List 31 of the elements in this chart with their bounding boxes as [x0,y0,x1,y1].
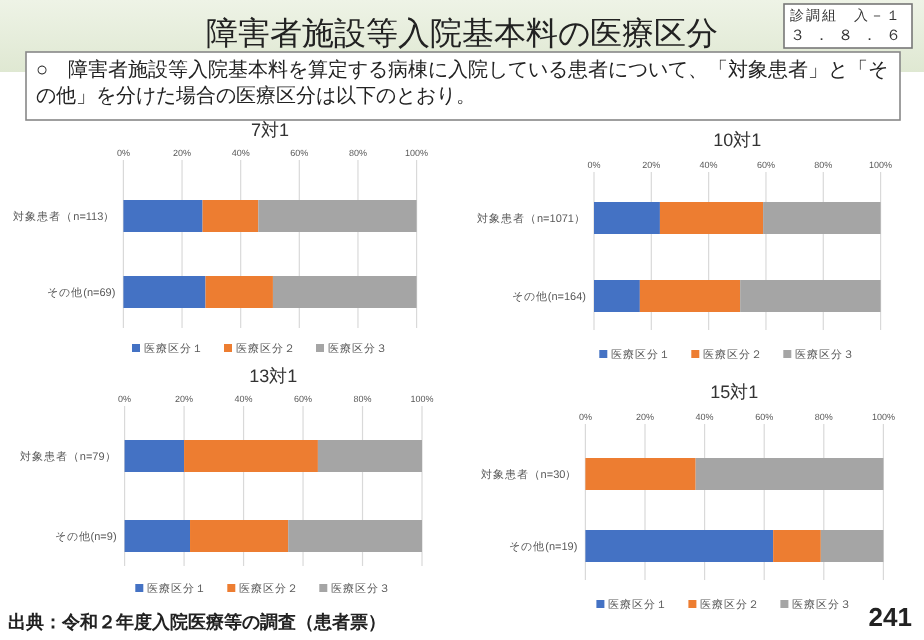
bar [184,440,318,472]
source-note: 出典：令和２年度入院医療等の調査（患者票） [8,610,386,636]
bar [740,280,881,312]
chart-title: 7対1 [250,120,290,140]
bar [124,520,191,552]
chart-title: 10対1 [713,130,762,150]
bar [124,440,185,472]
text: 障害者施設等入院基本料の医療区分 [206,18,718,52]
bar [639,280,741,312]
bar [820,530,884,562]
bar [594,202,660,234]
bar [695,458,884,490]
text: 241 [868,602,912,632]
bar [585,530,774,562]
chart-title: 15対1 [710,382,759,402]
bar [202,200,259,232]
bar [773,530,821,562]
bar [659,202,764,234]
bar [258,200,417,232]
bar [205,276,273,308]
bar [123,276,206,308]
bar [288,520,422,552]
bar [317,440,422,472]
chart-title: 13対1 [249,366,298,386]
bar [190,520,289,552]
bar [585,458,696,490]
bar [594,280,640,312]
bar [272,276,417,308]
bar [763,202,881,234]
bar [123,200,203,232]
text: ○ 障害者施設等入院基本料を算定する病棟に入院している患者について、「対象患者」と「その他」を分けた場合の医療区分は以下のとおり。 [36,58,891,110]
